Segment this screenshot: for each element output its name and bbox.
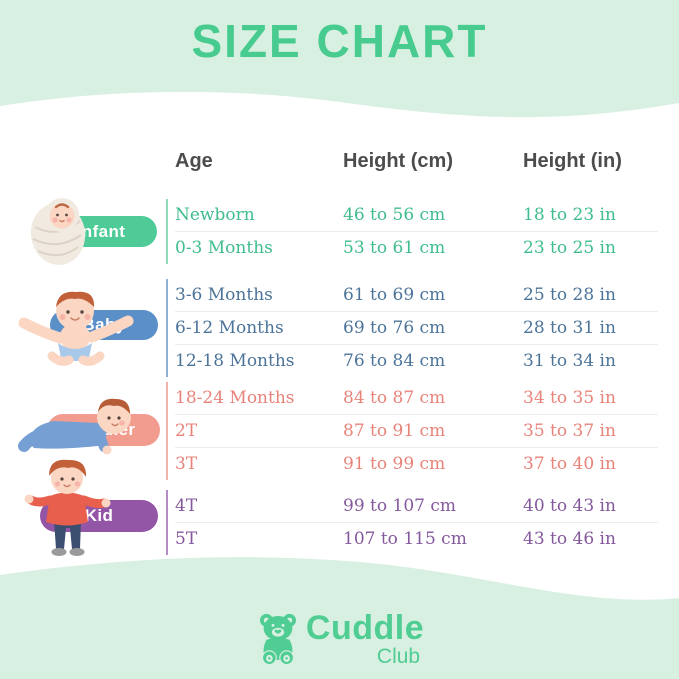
age-cell: 12-18 Months	[175, 351, 295, 371]
table-header-row: Age Height (cm) Height (in)	[175, 150, 663, 173]
column-header-height-in: Height (in)	[523, 150, 622, 172]
height-in-cell: 35 to 37 in	[523, 421, 616, 441]
height-cm-cell: 61 to 69 cm	[343, 285, 446, 305]
kid-rows: 4T 99 to 107 cm 40 to 43 in 5T 107 to 115 cm…	[166, 490, 658, 555]
age-cell: 4T	[175, 496, 198, 516]
page-title: SIZE CHART	[191, 15, 488, 67]
brand-text: Cuddle Club	[306, 610, 424, 668]
table-row: 6-12 Months 69 to 76 cm 28 to 31 in	[175, 311, 658, 344]
infant-illustration	[30, 198, 86, 265]
height-in-cell: 25 to 28 in	[523, 285, 616, 305]
infant-rows: Newborn 46 to 56 cm 18 to 23 in 0-3 Months 5…	[166, 199, 658, 264]
kid-illustration	[24, 459, 111, 556]
age-cell: 0-3 Months	[175, 238, 273, 258]
table-row: Newborn 46 to 56 cm 18 to 23 in	[175, 199, 658, 231]
brand-logo: Cuddle Club	[0, 610, 679, 668]
height-cm-cell: 99 to 107 cm	[343, 496, 456, 516]
height-in-cell: 43 to 46 in	[523, 529, 616, 549]
height-in-cell: 23 to 25 in	[523, 238, 616, 258]
height-cm-cell: 91 to 99 cm	[343, 454, 446, 474]
age-cell: 18-24 Months	[175, 388, 295, 408]
height-cm-cell: 107 to 115 cm	[343, 529, 467, 549]
toddler-illustration	[18, 398, 131, 455]
table-row: 0-3 Months 53 to 61 cm 23 to 25 in	[175, 231, 658, 264]
table-row: 3T 91 to 99 cm 37 to 40 in	[175, 447, 658, 480]
group-pill-label: Infant	[76, 221, 126, 241]
brand-name: Cuddle	[305, 609, 425, 647]
brand-subname: Club	[376, 645, 421, 668]
height-in-cell: 40 to 43 in	[523, 496, 616, 516]
age-cell: 3-6 Months	[175, 285, 273, 305]
column-header-age: Age	[175, 150, 213, 172]
size-group-kid: Kid 4T 99 to 107 cm 40 to 43 in 5T 107 to 11…	[0, 459, 679, 556]
toddler-rows: 18-24 Months 84 to 87 cm 34 to 35 in 2T 87 t…	[166, 382, 658, 480]
size-group-baby: Baby 3-6 Months 61 to 69 cm 25 to 28 in 6-1…	[0, 279, 679, 377]
height-cm-cell: 84 to 87 cm	[343, 388, 446, 408]
size-group-infant: Infant Newborn 46 to 56 cm 18 to 23 in 0-3 …	[0, 198, 679, 265]
table-row: 12-18 Months 76 to 84 cm 31 to 34 in	[175, 344, 658, 377]
height-in-cell: 28 to 31 in	[523, 318, 616, 338]
column-header-height-cm: Height (cm)	[343, 150, 453, 172]
age-cell: Newborn	[175, 205, 255, 225]
teddy-bear-icon	[259, 613, 296, 666]
table-row: 5T 107 to 115 cm 43 to 46 in	[175, 522, 658, 555]
table-row: 4T 99 to 107 cm 40 to 43 in	[175, 490, 658, 522]
height-in-cell: 18 to 23 in	[523, 205, 616, 225]
height-cm-cell: 76 to 84 cm	[343, 351, 446, 371]
table-row: 2T 87 to 91 cm 35 to 37 in	[175, 414, 658, 447]
height-in-cell: 34 to 35 in	[523, 388, 616, 408]
age-cell: 3T	[175, 454, 198, 474]
table-row: 3-6 Months 61 to 69 cm 25 to 28 in	[175, 279, 658, 311]
table-row: 18-24 Months 84 to 87 cm 34 to 35 in	[175, 382, 658, 414]
baby-illustration	[18, 291, 134, 366]
height-cm-cell: 69 to 76 cm	[343, 318, 446, 338]
height-in-cell: 31 to 34 in	[523, 351, 616, 371]
baby-rows: 3-6 Months 61 to 69 cm 25 to 28 in 6-12 Mon…	[166, 279, 658, 377]
height-cm-cell: 87 to 91 cm	[343, 421, 446, 441]
height-cm-cell: 46 to 56 cm	[343, 205, 446, 225]
group-pill-label: Kid	[84, 506, 114, 525]
height-cm-cell: 53 to 61 cm	[343, 238, 446, 258]
age-cell: 6-12 Months	[175, 318, 284, 338]
age-cell: 5T	[175, 529, 198, 549]
age-cell: 2T	[175, 421, 198, 441]
height-in-cell: 37 to 40 in	[523, 454, 616, 474]
